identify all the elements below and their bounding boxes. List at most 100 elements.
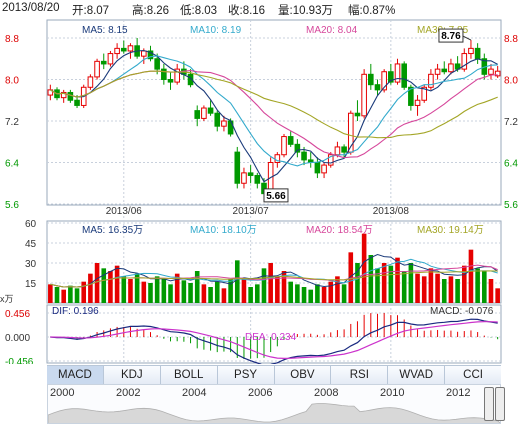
- volume-bar-up: [241, 279, 247, 303]
- volume-bar-down: [68, 285, 73, 303]
- max-price-callout: 8.76: [441, 31, 461, 42]
- volume-y-tick: 45: [25, 239, 37, 250]
- candle-down: [254, 174, 261, 184]
- volume-ma5-line: [50, 253, 498, 288]
- volume-bar-down: [134, 273, 140, 303]
- candle-down: [154, 58, 160, 70]
- range-navigator[interactable]: 2000 2002 2004 2006 2008 2010 2012: [47, 384, 501, 424]
- volume-bar-up: [321, 287, 327, 303]
- volume-bar-down: [341, 284, 347, 303]
- tab-macd[interactable]: MACD: [47, 366, 104, 384]
- candle-down: [247, 172, 254, 176]
- tab-cci[interactable]: CCI: [463, 369, 483, 381]
- candle-up: [428, 73, 434, 88]
- volume-bar-down: [228, 279, 233, 303]
- volume-bar-down: [408, 263, 414, 303]
- volume-y-tick: 15: [25, 279, 37, 290]
- quote-change: 幅:0.87%: [348, 5, 396, 17]
- candle-up: [414, 99, 421, 106]
- volume-bar-down: [181, 280, 187, 303]
- volume-bar-up: [348, 252, 354, 303]
- volume-bar-down: [194, 271, 200, 303]
- min-price-callout: 5.66: [266, 191, 286, 202]
- volume-bar-down: [255, 284, 260, 303]
- time-x-tick: 2013/06: [106, 206, 143, 217]
- moving-average-lines: [50, 49, 498, 183]
- volume-y-tick: 30: [25, 259, 37, 270]
- candle-up: [87, 76, 94, 88]
- quote-header: 2013/08/20 开:8.07 高:8.26 低:8.03 收:8.16 量…: [0, 0, 523, 18]
- navigator-area-chart: [48, 403, 500, 423]
- candle-down: [301, 151, 307, 161]
- volume-bar-up: [81, 281, 87, 303]
- tab-wvad[interactable]: WVAD: [388, 366, 446, 384]
- tab-kdj[interactable]: KDJ: [104, 366, 161, 384]
- candle-down: [74, 99, 80, 106]
- candle-down: [408, 86, 414, 106]
- navigator-year-label: 2006: [248, 387, 273, 399]
- candle-up: [127, 45, 134, 52]
- price-y-tick-right: 7.2: [504, 117, 518, 128]
- volume-bar-down: [301, 287, 307, 303]
- volume-bar-up: [48, 284, 53, 303]
- volume-bar-up: [421, 276, 427, 303]
- volume-bar-down: [288, 281, 293, 303]
- candle-up: [461, 53, 468, 70]
- candle-down: [187, 73, 194, 86]
- price-y-tick-right: 6.4: [504, 159, 518, 170]
- volume-bar-down: [168, 284, 173, 303]
- candle-down: [314, 162, 321, 174]
- candle-down: [167, 79, 174, 83]
- volume-bar-down: [295, 284, 300, 303]
- candle-down: [294, 143, 301, 153]
- chart-labels: 8.8 8.8 8.0 8.0 7.2 7.2 6.4 6.4 5.6 5.6 2013/06 201…: [0, 25, 518, 364]
- navigator-year-label: 2000: [50, 387, 75, 399]
- candle-up: [94, 60, 100, 78]
- price-y-tick-right: 8.0: [504, 76, 518, 87]
- price-y-tick-left: 8.8: [5, 34, 19, 45]
- chart-grid: [46, 19, 502, 364]
- navigator-right-handle[interactable]: [495, 387, 505, 421]
- volume-ma10-label: MA10: 18.10万: [190, 225, 257, 236]
- candle-up: [281, 136, 287, 156]
- volume-bar-down: [261, 268, 267, 303]
- candle-down: [388, 71, 394, 83]
- candle-up: [141, 50, 147, 57]
- macd-series: [50, 313, 499, 364]
- volume-bar-up: [114, 265, 120, 303]
- price-y-tick-left: 8.0: [5, 76, 19, 87]
- candle-down: [67, 91, 74, 101]
- price-ma10-line: [50, 55, 498, 167]
- candle-down: [441, 68, 448, 73]
- volume-bar-down: [188, 283, 193, 303]
- volume-bar-down: [154, 276, 160, 303]
- price-y-tick-left: 7.2: [5, 117, 19, 128]
- volume-ma5-label: MA5: 16.35万: [82, 225, 143, 236]
- tab-obv[interactable]: OBV: [275, 366, 332, 384]
- macd-panel-frame: [46, 304, 502, 364]
- navigator-price-area: [48, 403, 500, 423]
- volume-bar-up: [381, 263, 387, 303]
- tab-rsi[interactable]: RSI: [331, 366, 389, 384]
- volume-bar-up: [415, 273, 420, 303]
- volume-bar-down: [455, 279, 460, 303]
- candle-down: [401, 63, 407, 88]
- candle-up: [114, 47, 120, 55]
- volume-bar-down: [315, 284, 320, 303]
- volume-bar-down: [121, 276, 127, 303]
- tab-boll[interactable]: BOLL: [161, 366, 218, 384]
- candle-down: [214, 112, 221, 127]
- volume-bar-down: [388, 265, 394, 303]
- volume-ma20-label: MA20: 18.54万: [306, 225, 373, 236]
- candle-up: [494, 70, 501, 77]
- quote-open: 开:8.07: [72, 5, 110, 17]
- candle-down: [161, 68, 167, 80]
- macd-dif-label: DIF: 0.196: [52, 306, 99, 317]
- volume-bar-down: [54, 287, 60, 303]
- tab-psy[interactable]: PSY: [218, 366, 275, 384]
- stock-chart[interactable]: 8.8 8.8 8.0 8.0 7.2 7.2 6.4 6.4 5.6 5.6 2013/06 201…: [0, 0, 523, 364]
- candle-down: [287, 136, 294, 145]
- navigator-left-handle[interactable]: [484, 387, 494, 421]
- volume-bar-up: [221, 288, 227, 303]
- volume-bar-down: [401, 271, 407, 303]
